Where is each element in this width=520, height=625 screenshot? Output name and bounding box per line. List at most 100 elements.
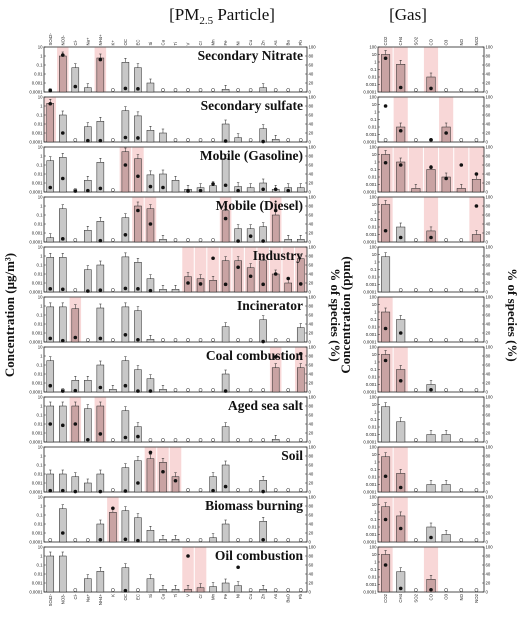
bar-zn xyxy=(259,87,267,93)
y2-tick-label: 20 xyxy=(309,581,314,586)
category-label-bottom: NO xyxy=(459,593,464,600)
highlight-band xyxy=(194,247,207,292)
zero-marker xyxy=(273,488,278,492)
y2-tick-label: 80 xyxy=(486,54,491,59)
y2-tick-label: 100 xyxy=(309,445,317,450)
y2-tick-label: 60 xyxy=(309,263,314,268)
y-tick-label: 100 xyxy=(369,45,377,50)
y-tick-label: 0.001 xyxy=(366,582,377,587)
highlight-band xyxy=(182,547,194,592)
y-tick-label: 1 xyxy=(374,510,377,515)
profile-name: Oil combustion xyxy=(215,548,304,563)
y2-tick-label: 20 xyxy=(309,531,314,536)
category-label-bottom: Na+ xyxy=(85,594,90,602)
y2-tick-label: 100 xyxy=(309,395,317,400)
y-tick-label: 0.0001 xyxy=(363,140,377,145)
y2-tick-label: 20 xyxy=(486,131,491,136)
y-tick-label: 0.0001 xyxy=(29,590,43,595)
pct-dot-si xyxy=(148,450,153,455)
panel-frame xyxy=(377,246,485,293)
zero-marker xyxy=(111,138,115,142)
y-tick-label: 0.01 xyxy=(368,175,377,180)
bar-si xyxy=(146,458,155,493)
zero-marker xyxy=(248,88,253,92)
y-tick-label: 0.001 xyxy=(366,532,377,537)
y-tick-label: 0.1 xyxy=(37,363,44,368)
zero-marker xyxy=(111,488,115,492)
y-tick-label: 0.1 xyxy=(371,67,378,72)
zero-marker xyxy=(73,288,78,292)
pct-dot-zn xyxy=(261,282,265,287)
y2-tick-label: 80 xyxy=(309,404,314,409)
y2-tick-label: 20 xyxy=(486,481,491,486)
y2-tick-label: 60 xyxy=(309,163,314,168)
y2-tick-label: 100 xyxy=(486,545,494,550)
category-label-top: SO2 xyxy=(413,36,418,45)
bar-no3 xyxy=(59,555,67,593)
panel-secondary-sulfate: 0.0001 0.001 0.01 0.1 1 10 100 0 20 40 60 80 100 xyxy=(363,95,493,145)
y2-tick-label: 60 xyxy=(309,313,314,318)
y2-tick-label: 60 xyxy=(486,463,491,468)
zero-marker xyxy=(273,588,278,592)
gas-title: [Gas] xyxy=(389,5,427,24)
bar-oc xyxy=(121,217,130,243)
bar-na xyxy=(84,408,92,443)
y2-tick-label: 0 xyxy=(486,540,489,545)
y-tick-label: 0.0001 xyxy=(363,190,377,195)
bar-co2 xyxy=(381,154,391,193)
pct-dot-o3 xyxy=(444,131,448,135)
y-tick-label: 0.001 xyxy=(32,531,43,536)
panel-soil: 0.0001 0.001 0.01 0.1 1 10 100 0 20 40 60 80 100 xyxy=(363,445,493,495)
pct-dot-co2 xyxy=(383,326,388,331)
pct-dot-ec xyxy=(136,287,140,291)
y2-tick-label: 40 xyxy=(309,372,314,377)
zero-marker xyxy=(383,138,388,142)
y2-tick-label: 0 xyxy=(486,340,489,345)
panel-industry: 0.00010.0010.010.1110020406080100Industr… xyxy=(29,245,316,295)
zero-marker xyxy=(198,388,203,392)
y-tick-label: 10 xyxy=(38,445,43,450)
category-label-bottom: K xyxy=(110,594,115,597)
y2-tick-label: 60 xyxy=(309,463,314,468)
pct-dot-mn xyxy=(211,256,215,261)
y-tick-label: 100 xyxy=(369,445,377,450)
y-tick-label: 100 xyxy=(369,395,377,400)
y2-tick-label: 0 xyxy=(309,440,312,445)
y2-tick-label: 40 xyxy=(486,122,491,127)
category-label-top: NO3- xyxy=(60,35,65,46)
y-tick-label: 100 xyxy=(369,495,377,500)
y2-tick-label: 0 xyxy=(486,490,489,495)
zero-marker xyxy=(444,88,448,92)
zero-marker xyxy=(111,238,115,242)
y2-tick-label: 0 xyxy=(486,190,489,195)
y2-tick-label: 0 xyxy=(309,390,312,395)
bar-co xyxy=(426,434,436,443)
bar-pb xyxy=(296,187,305,193)
y-tick-label: 10 xyxy=(372,352,377,357)
pct-dot-no3 xyxy=(60,423,65,428)
y-tick-label: 0.1 xyxy=(37,263,44,268)
y2-tick-label: 40 xyxy=(309,122,314,127)
bar-zn xyxy=(259,319,267,343)
zero-marker xyxy=(248,488,253,492)
zero-marker xyxy=(273,88,278,92)
pct-dot-ba xyxy=(286,276,291,281)
bar-na xyxy=(84,380,92,393)
pct-dot-ch4 xyxy=(398,128,403,133)
panel-secondary-sulfate: 0.00010.0010.010.1110020406080100Seconda… xyxy=(29,95,316,145)
zero-marker xyxy=(459,238,464,242)
bar-no xyxy=(456,188,466,193)
y2-tick-label: 60 xyxy=(486,363,491,368)
pct-dot-cl xyxy=(73,422,78,426)
y-tick-label: 0.01 xyxy=(34,422,43,427)
pct-dot-cl xyxy=(73,189,78,193)
pct-dot-ch4 xyxy=(398,163,403,167)
pct-dot-ca xyxy=(161,469,165,474)
pct-dot-as xyxy=(273,272,278,276)
y2-tick-label: 20 xyxy=(309,81,314,86)
zero-marker xyxy=(186,438,190,442)
y-tick-label: 0.1 xyxy=(37,113,44,118)
y2-tick-label: 20 xyxy=(309,331,314,336)
bar-co xyxy=(426,169,436,193)
y2-tick-label: 60 xyxy=(309,563,314,568)
